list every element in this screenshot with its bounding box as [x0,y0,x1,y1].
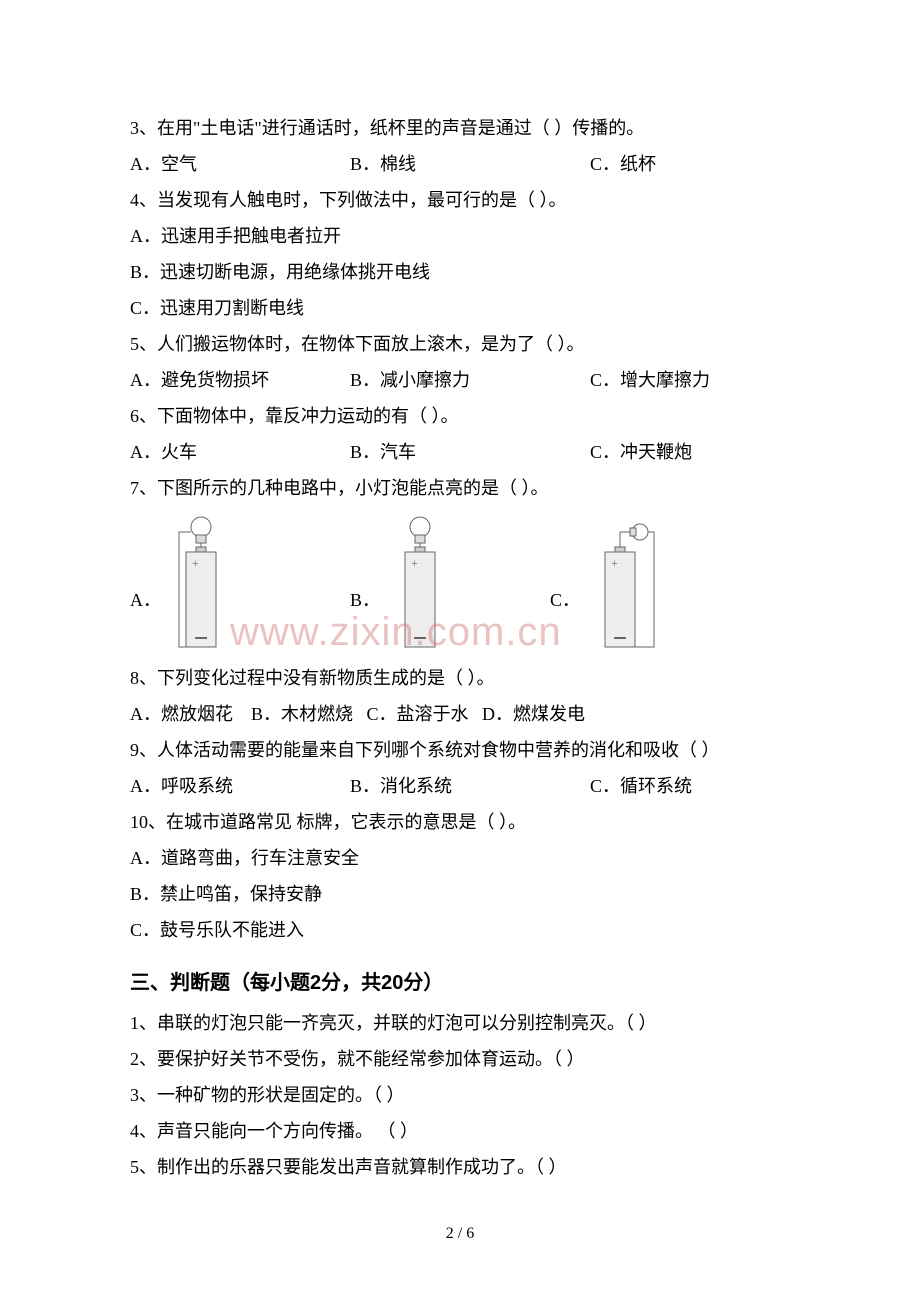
q9-opt-a: A．呼吸系统 [130,768,350,804]
q3-opt-a: A．空气 [130,146,350,182]
circuit-b-icon: + [390,512,450,652]
page-footer: 2 / 6 [130,1225,790,1243]
q6-options: A．火车 B．汽车 C．冲天鞭炮 [130,434,790,470]
q5-opt-c: C．增大摩擦力 [590,362,790,398]
q8-opt-a: A．燃放烟花 [130,704,233,724]
q8-stem: 8、下列变化过程中没有新物质生成的是（ ）。 [130,660,790,696]
q6-opt-b: B．汽车 [350,434,590,470]
q7-stem: 7、下图所示的几种电路中，小灯泡能点亮的是（ ）。 [130,470,790,506]
q7-circuit-b: B． + [350,512,550,652]
q3-opt-c: C．纸杯 [590,146,790,182]
q5-opt-b: B．减小摩擦力 [350,362,590,398]
q7-circuit-c: C． + [550,512,660,652]
s3-q3: 3、一种矿物的形状是固定的。（ ） [130,1077,790,1113]
q9-opt-c: C．循环系统 [590,768,790,804]
q5-stem: 5、人们搬运物体时，在物体下面放上滚木，是为了（ ）。 [130,326,790,362]
s3-q2: 2、要保护好关节不受伤，就不能经常参加体育运动。（ ） [130,1041,790,1077]
q8-opt-d: D．燃煤发电 [482,704,585,724]
svg-text:+: + [192,556,199,570]
q8-options: A．燃放烟花 B．木材燃烧 C．盐溶于水 D．燃煤发电 [130,696,790,732]
q5-options: A．避免货物损坏 B．减小摩擦力 C．增大摩擦力 [130,362,790,398]
document-page: 3、在用"土电话"进行通话时，纸杯里的声音是通过（ ）传播的。 A．空气 B．棉… [0,0,920,1303]
q7-label-a: A． [130,586,161,652]
q4-opt-a: A．迅速用手把触电者拉开 [130,218,790,254]
q4-stem: 4、当发现有人触电时，下列做法中，最可行的是（ ）。 [130,182,790,218]
s3-q5: 5、制作出的乐器只要能发出声音就算制作成功了。（ ） [130,1149,790,1185]
q4-opt-c: C．迅速用刀割断电线 [130,290,790,326]
q7-circuit-a: A． + [130,512,350,652]
q3-stem: 3、在用"土电话"进行通话时，纸杯里的声音是通过（ ）传播的。 [130,110,790,146]
q3-options: A．空气 B．棉线 C．纸杯 [130,146,790,182]
q7-label-c: C． [550,586,580,652]
s3-q4: 4、声音只能向一个方向传播。 （ ） [130,1113,790,1149]
q10-opt-a: A．道路弯曲，行车注意安全 [130,840,790,876]
svg-text:+: + [411,556,418,570]
q4-opt-b: B．迅速切断电源，用绝缘体挑开电线 [130,254,790,290]
circuit-a-icon: + [171,512,231,652]
section3-header: 三、判断题（每小题2分，共20分） [130,966,790,995]
q9-stem: 9、人体活动需要的能量来自下列哪个系统对食物中营养的消化和吸收（ ） [130,732,790,768]
svg-text:+: + [611,556,618,570]
q9-options: A．呼吸系统 B．消化系统 C．循环系统 [130,768,790,804]
s3-q1: 1、串联的灯泡只能一齐亮灭，并联的灯泡可以分别控制亮灭。（ ） [130,1005,790,1041]
q7-circuits: A． + B． [130,512,790,652]
q8-opt-c: C．盐溶于水 [367,704,469,724]
q3-opt-b: B．棉线 [350,146,590,182]
q10-stem: 10、在城市道路常见 标牌，它表示的意思是（ ）。 [130,804,790,840]
q5-opt-a: A．避免货物损坏 [130,362,350,398]
q6-opt-a: A．火车 [130,434,350,470]
q6-stem: 6、下面物体中，靠反冲力运动的有（ ）。 [130,398,790,434]
q9-opt-b: B．消化系统 [350,768,590,804]
q10-opt-c: C．鼓号乐队不能进入 [130,912,790,948]
q10-opt-b: B．禁止鸣笛，保持安静 [130,876,790,912]
q7-label-b: B． [350,586,380,652]
q6-opt-c: C．冲天鞭炮 [590,434,790,470]
q8-opt-b: B．木材燃烧 [251,704,353,724]
circuit-c-icon: + [590,512,660,652]
